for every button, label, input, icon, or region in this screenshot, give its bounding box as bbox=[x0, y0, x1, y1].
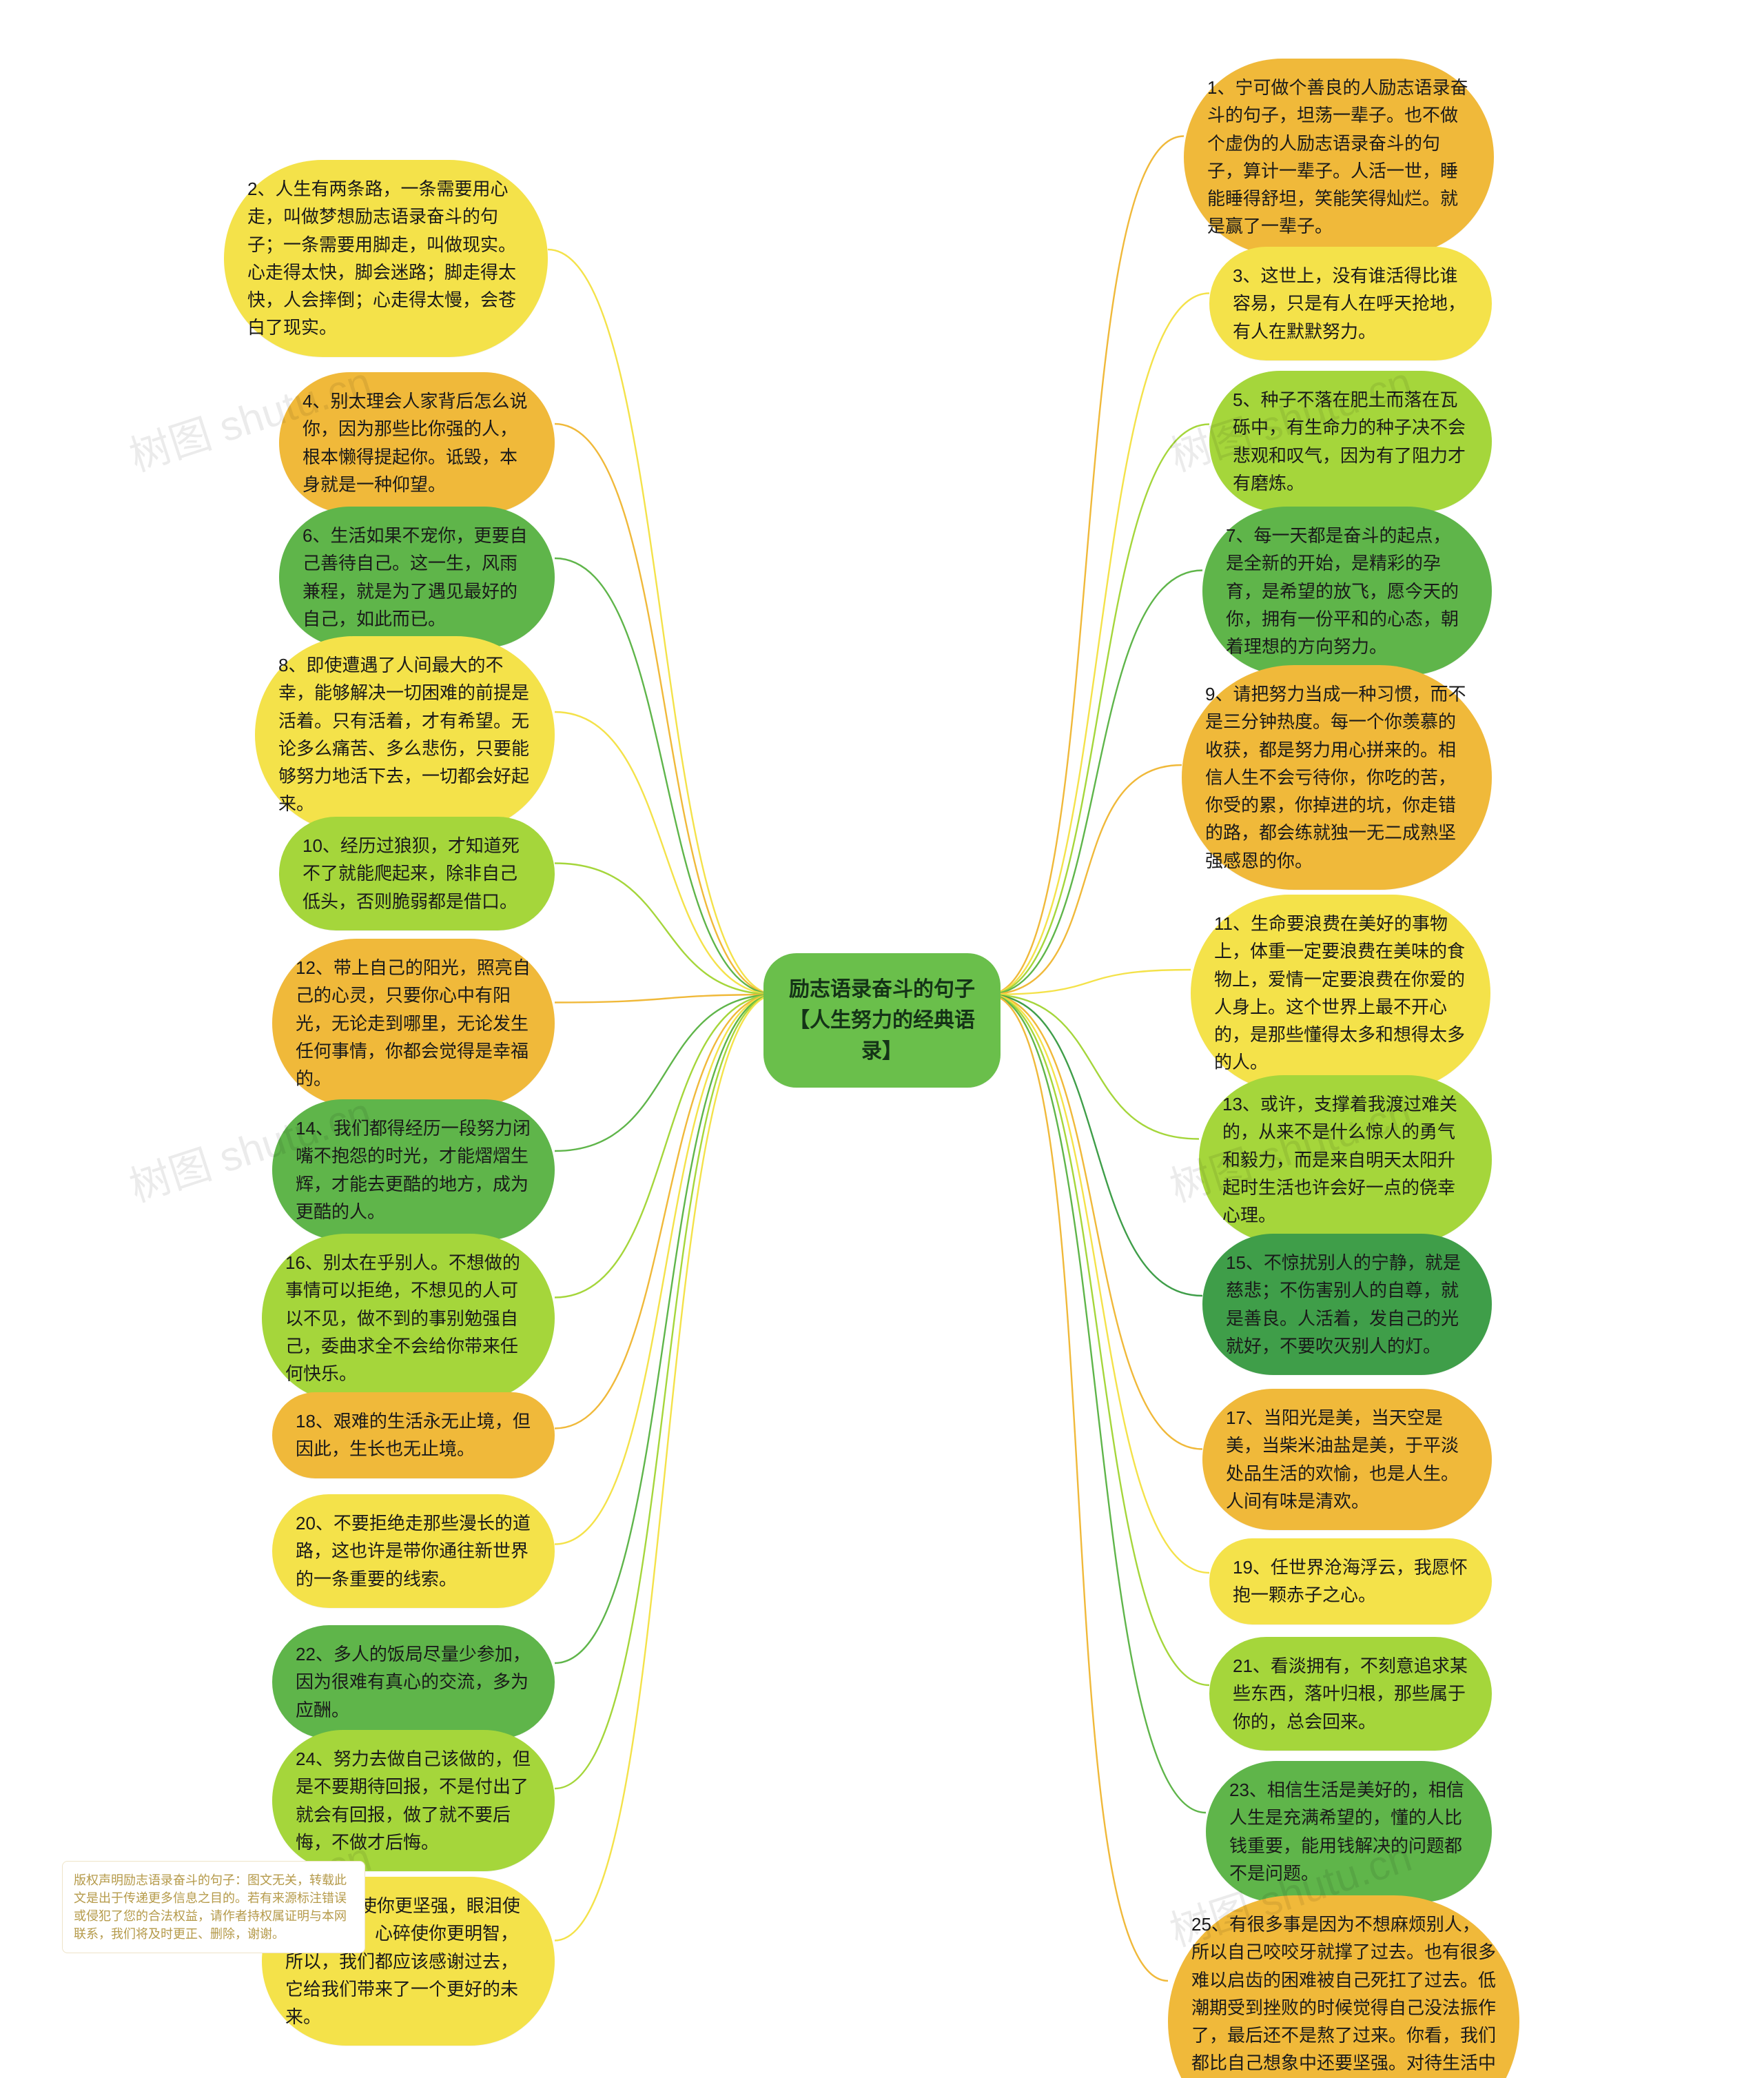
node-n1[interactable]: 1、宁可做个善良的人励志语录奋斗的句子，坦荡一辈子。也不做个虚伪的人励志语录奋斗… bbox=[1184, 59, 1494, 256]
node-n14[interactable]: 14、我们都得经历一段努力闭嘴不抱怨的时光，才能熠熠生辉，才能去更酷的地方，成为… bbox=[272, 1099, 555, 1241]
node-label: 5、种子不落在肥土而落在瓦砾中，有生命力的种子决不会悲观和叹气，因为有了阻力才有… bbox=[1233, 389, 1466, 493]
edge-n15 bbox=[988, 995, 1202, 1296]
edge-n18 bbox=[555, 995, 776, 1429]
node-label: 8、即使遭遇了人间最大的不幸，能够解决一切困难的前提是活着。只有活着，才有希望。… bbox=[278, 655, 529, 814]
node-n11[interactable]: 11、生命要浪费在美好的事物上，体重一定要浪费在美味的食物上，爱情一定要浪费在你… bbox=[1191, 895, 1490, 1092]
edge-n3 bbox=[988, 294, 1209, 995]
mindmap-canvas: 励志语录奋斗的句子【人生努力的经典语录】 2、人生有两条路，一条需要用心走，叫做梦… bbox=[0, 0, 1764, 2078]
edge-n22 bbox=[555, 995, 776, 1663]
node-n18[interactable]: 18、艰难的生活永无止境，但因此，生长也无止境。 bbox=[272, 1392, 555, 1478]
node-label: 13、或许，支撑着我渡过难关的，从来不是什么惊人的勇气和毅力，而是来自明天太阳升… bbox=[1222, 1094, 1457, 1225]
node-n7[interactable]: 7、每一天都是奋斗的起点，是全新的开始，是精彩的孕育，是希望的放飞，愿今天的你，… bbox=[1202, 507, 1492, 675]
node-n22[interactable]: 22、多人的饭局尽量少参加，因为很难有真心的交流，多为应酬。 bbox=[272, 1625, 555, 1739]
copyright-note: 版权声明励志语录奋斗的句子：图文无关，转载此文是出于传递更多信息之目的。若有来源… bbox=[62, 1861, 365, 1953]
node-label: 21、看淡拥有，不刻意追求某些东西，落叶归根，那些属于你的，总会回来。 bbox=[1233, 1656, 1468, 1732]
node-label: 9、请把努力当成一种习惯，而不是三分钟热度。每一个你羡慕的收获，都是努力用心拼来… bbox=[1205, 684, 1466, 871]
node-label: 11、生命要浪费在美好的事物上，体重一定要浪费在美味的食物上，爱情一定要浪费在你… bbox=[1214, 913, 1465, 1072]
node-n10[interactable]: 10、经历过狼狈，才知道死不了就能爬起来，除非自己低头，否则脆弱都是借口。 bbox=[279, 817, 555, 930]
node-n25[interactable]: 25、有很多事是因为不想麻烦别人，所以自己咬咬牙就撑了过去。也有很多难以启齿的困… bbox=[1168, 1895, 1519, 2078]
node-label: 6、生活如果不宠你，更要自己善待自己。这一生，风雨兼程，就是为了遇见最好的自己，… bbox=[302, 525, 527, 629]
node-n12[interactable]: 12、带上自己的阳光，照亮自己的心灵，只要你心中有阳光，无论走到哪里，无论发生任… bbox=[272, 939, 555, 1108]
edge-n2 bbox=[548, 249, 776, 995]
edge-n23 bbox=[988, 995, 1206, 1813]
edge-n6 bbox=[555, 558, 776, 995]
node-n20[interactable]: 20、不要拒绝走那些漫长的道路，这也许是带你通往新世界的一条重要的线索。 bbox=[272, 1494, 555, 1608]
node-label: 12、带上自己的阳光，照亮自己的心灵，只要你心中有阳光，无论走到哪里，无论发生任… bbox=[296, 957, 531, 1089]
node-label: 25、有很多事是因为不想麻烦别人，所以自己咬咬牙就撑了过去。也有很多难以启齿的困… bbox=[1191, 1914, 1496, 2078]
node-n4[interactable]: 4、别太理会人家背后怎么说你，因为那些比你强的人，根本懒得提起你。诋毁，本身就是… bbox=[279, 372, 555, 513]
node-n13[interactable]: 13、或许，支撑着我渡过难关的，从来不是什么惊人的勇气和毅力，而是来自明天太阳升… bbox=[1199, 1075, 1492, 1244]
node-label: 2、人生有两条路，一条需要用心走，叫做梦想励志语录奋斗的句子；一条需要用脚走，叫… bbox=[247, 179, 516, 338]
edge-n14 bbox=[555, 995, 776, 1151]
edge-n24 bbox=[555, 995, 776, 1789]
node-label: 18、艰难的生活永无止境，但因此，生长也无止境。 bbox=[296, 1411, 531, 1459]
edge-n26 bbox=[555, 995, 776, 1941]
edge-n25 bbox=[988, 995, 1168, 1981]
edge-n17 bbox=[988, 995, 1202, 1449]
node-n6[interactable]: 6、生活如果不宠你，更要自己善待自己。这一生，风雨兼程，就是为了遇见最好的自己，… bbox=[279, 507, 555, 648]
root-label: 励志语录奋斗的句子【人生努力的经典语录】 bbox=[789, 978, 975, 1063]
edge-n7 bbox=[988, 571, 1202, 995]
node-n24[interactable]: 24、努力去做自己该做的，但是不要期待回报，不是付出了就会有回报，做了就不要后悔… bbox=[272, 1730, 555, 1871]
root-node[interactable]: 励志语录奋斗的句子【人生努力的经典语录】 bbox=[763, 953, 1001, 1088]
edge-n20 bbox=[555, 995, 776, 1545]
node-label: 23、相信生活是美好的，相信人生是充满希望的，懂的人比钱重要，能用钱解决的问题都… bbox=[1229, 1780, 1464, 1884]
edge-n12 bbox=[555, 995, 776, 1003]
node-n16[interactable]: 16、别太在乎别人。不想做的事情可以拒绝，不想见的人可以不见，做不到的事别勉强自… bbox=[262, 1234, 555, 1403]
node-n2[interactable]: 2、人生有两条路，一条需要用心走，叫做梦想励志语录奋斗的句子；一条需要用脚走，叫… bbox=[224, 160, 548, 357]
node-label: 19、任世界沧海浮云，我愿怀抱一颗赤子之心。 bbox=[1233, 1557, 1468, 1605]
node-n15[interactable]: 15、不惊扰别人的宁静，就是慈悲；不伤害别人的自尊，就是善良。人活着，发自己的光… bbox=[1202, 1234, 1492, 1375]
node-n9[interactable]: 9、请把努力当成一种习惯，而不是三分钟热度。每一个你羡慕的收获，都是努力用心拼来… bbox=[1182, 665, 1492, 890]
node-n17[interactable]: 17、当阳光是美，当天空是美，当柴米油盐是美，于平淡处品生活的欢愉，也是人生。人… bbox=[1202, 1389, 1492, 1530]
node-n8[interactable]: 8、即使遭遇了人间最大的不幸，能够解决一切困难的前提是活着。只有活着，才有希望。… bbox=[255, 636, 555, 833]
node-label: 16、别太在乎别人。不想做的事情可以拒绝，不想见的人可以不见，做不到的事别勉强自… bbox=[285, 1252, 520, 1384]
node-label: 4、别太理会人家背后怎么说你，因为那些比你强的人，根本懒得提起你。诋毁，本身就是… bbox=[302, 391, 527, 495]
node-label: 22、多人的饭局尽量少参加，因为很难有真心的交流，多为应酬。 bbox=[296, 1644, 531, 1720]
edge-n21 bbox=[988, 995, 1209, 1685]
node-label: 3、这世上，没有谁活得比谁容易，只是有人在呼天抢地，有人在默默努力。 bbox=[1233, 265, 1466, 342]
edge-n11 bbox=[988, 970, 1191, 995]
edge-n4 bbox=[555, 424, 776, 995]
edge-n5 bbox=[988, 425, 1209, 995]
node-n23[interactable]: 23、相信生活是美好的，相信人生是充满希望的，懂的人比钱重要，能用钱解决的问题都… bbox=[1206, 1761, 1492, 1902]
edge-n10 bbox=[555, 864, 776, 995]
edge-n1 bbox=[988, 136, 1184, 995]
node-label: 1、宁可做个善良的人励志语录奋斗的句子，坦荡一辈子。也不做个虚伪的人励志语录奋斗… bbox=[1207, 77, 1468, 236]
node-n3[interactable]: 3、这世上，没有谁活得比谁容易，只是有人在呼天抢地，有人在默默努力。 bbox=[1209, 247, 1492, 360]
node-n21[interactable]: 21、看淡拥有，不刻意追求某些东西，落叶归根，那些属于你的，总会回来。 bbox=[1209, 1637, 1492, 1751]
edge-n19 bbox=[988, 995, 1209, 1573]
node-n19[interactable]: 19、任世界沧海浮云，我愿怀抱一颗赤子之心。 bbox=[1209, 1538, 1492, 1624]
node-label: 24、努力去做自己该做的，但是不要期待回报，不是付出了就会有回报，做了就不要后悔… bbox=[296, 1749, 531, 1853]
node-n5[interactable]: 5、种子不落在肥土而落在瓦砾中，有生命力的种子决不会悲观和叹气，因为有了阻力才有… bbox=[1209, 371, 1492, 512]
copyright-text: 版权声明励志语录奋斗的句子：图文无关，转载此文是出于传递更多信息之目的。若有来源… bbox=[74, 1873, 347, 1941]
node-label: 14、我们都得经历一段努力闭嘴不抱怨的时光，才能熠熠生辉，才能去更酷的地方，成为… bbox=[296, 1118, 531, 1222]
edge-n9 bbox=[988, 765, 1182, 995]
node-label: 15、不惊扰别人的宁静，就是慈悲；不伤害别人的自尊，就是善良。人活着，发自己的光… bbox=[1226, 1252, 1461, 1356]
edge-n13 bbox=[988, 995, 1199, 1139]
node-label: 17、当阳光是美，当天空是美，当柴米油盐是美，于平淡处品生活的欢愉，也是人生。人… bbox=[1226, 1407, 1459, 1511]
node-label: 7、每一天都是奋斗的起点，是全新的开始，是精彩的孕育，是希望的放飞，愿今天的你，… bbox=[1226, 525, 1459, 657]
node-label: 10、经历过狼狈，才知道死不了就能爬起来，除非自己低头，否则脆弱都是借口。 bbox=[302, 835, 520, 912]
edge-n16 bbox=[555, 995, 776, 1298]
edge-n8 bbox=[555, 712, 776, 995]
node-label: 20、不要拒绝走那些漫长的道路，这也许是带你通往新世界的一条重要的线索。 bbox=[296, 1513, 531, 1589]
